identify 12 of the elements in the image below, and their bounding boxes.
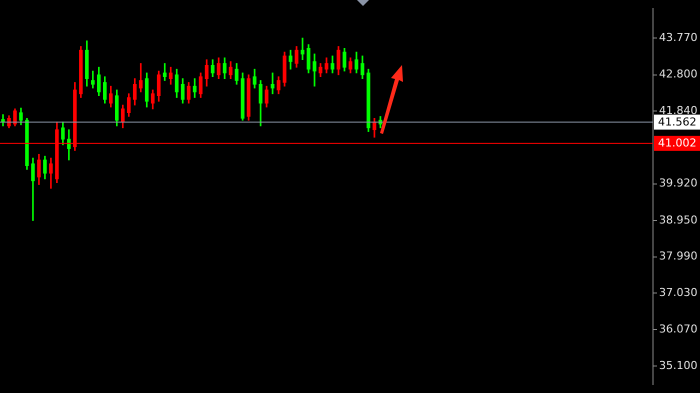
y-tick-label: 37.990: [659, 250, 698, 263]
ref-line-label: 41.562: [658, 116, 696, 129]
y-tick-label: 37.030: [659, 286, 698, 300]
y-tick-label: 36.070: [659, 322, 698, 336]
ref-line-label: 41.002: [658, 136, 696, 150]
candlestick: [300, 38, 304, 60]
y-tick-label: 43.770: [659, 30, 698, 44]
y-tick-label: 39.920: [659, 176, 698, 190]
y-tick-label: 41.840: [659, 104, 698, 118]
y-tick-label: 38.950: [659, 213, 698, 226]
y-tick-label: 35.100: [659, 359, 698, 372]
y-tick-label: 42.800: [659, 68, 698, 81]
